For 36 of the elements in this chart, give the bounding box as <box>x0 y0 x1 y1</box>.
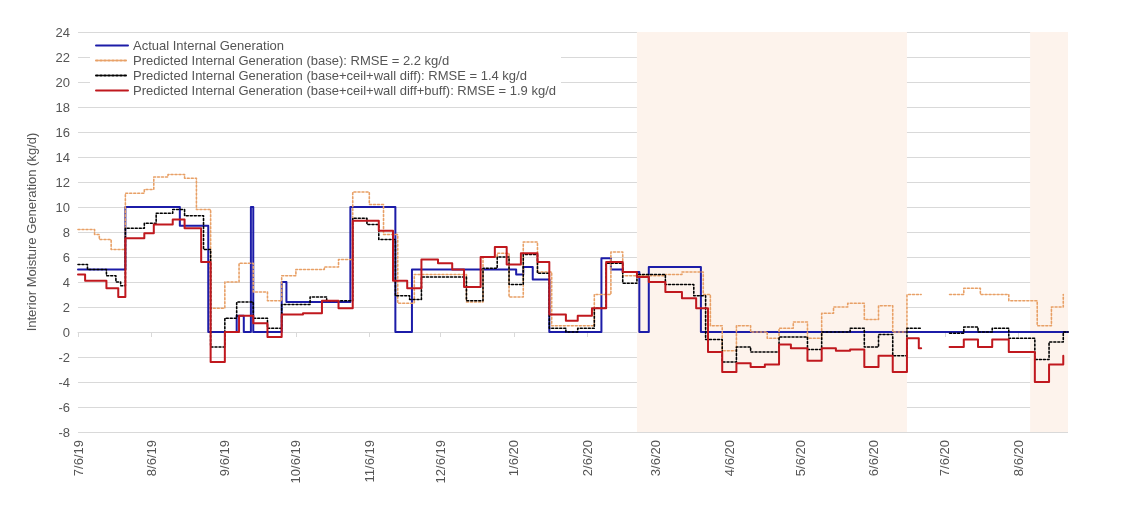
y-tick-label: 16 <box>55 124 70 140</box>
legend-label: Predicted Internal Generation (base): RMSE = 2.2 kg/d <box>133 53 450 68</box>
legend-label: Predicted Internal Generation (base+ceil+wall diff+buff): RMSE = 1.9 kg/d <box>133 83 556 98</box>
y-tick-label: 2 <box>62 299 70 315</box>
y-tick-label: 14 <box>55 149 70 165</box>
y-tick-label: 4 <box>62 274 70 290</box>
legend-label: Predicted Internal Generation (base+ceil+wall diff): RMSE = 1.4 kg/d <box>133 68 527 83</box>
x-tick-label: 8/6/20 <box>1010 440 1026 477</box>
x-tick-label: 4/6/20 <box>721 440 737 477</box>
y-axis-title: Interior Moisture Generation (kg/d) <box>24 132 39 332</box>
x-tick-label: 3/6/20 <box>648 440 664 477</box>
y-tick-label: 8 <box>62 224 70 240</box>
x-tick-label: 10/6/19 <box>288 440 304 484</box>
legend-label: Actual Internal Generation <box>133 38 285 53</box>
x-tick-label: 2/6/20 <box>579 440 595 477</box>
y-tick-label: 10 <box>55 199 70 215</box>
y-tick-label: -2 <box>58 349 70 365</box>
x-tick-label: 9/6/19 <box>217 440 233 477</box>
y-tick-label: -8 <box>58 424 70 440</box>
y-tick-label: 22 <box>55 49 70 65</box>
x-tick-label: 7/6/20 <box>937 440 953 477</box>
y-tick-label: 12 <box>55 174 70 190</box>
x-tick-label: 11/6/19 <box>361 440 377 483</box>
x-tick-label: 7/6/19 <box>70 440 86 477</box>
x-tick-label: 8/6/19 <box>143 440 159 477</box>
x-tick-label: 12/6/19 <box>432 440 448 484</box>
y-tick-label: 18 <box>55 99 70 115</box>
y-tick-label: -6 <box>58 399 70 415</box>
y-tick-label: -4 <box>58 374 70 390</box>
x-tick-label: 5/6/20 <box>792 440 808 477</box>
y-tick-label: 0 <box>62 324 70 340</box>
y-tick-label: 24 <box>55 24 70 40</box>
x-tick-label: 6/6/20 <box>866 440 882 477</box>
y-tick-label: 20 <box>55 74 70 90</box>
y-tick-label: 6 <box>62 249 70 265</box>
x-tick-label: 1/6/20 <box>506 440 522 477</box>
